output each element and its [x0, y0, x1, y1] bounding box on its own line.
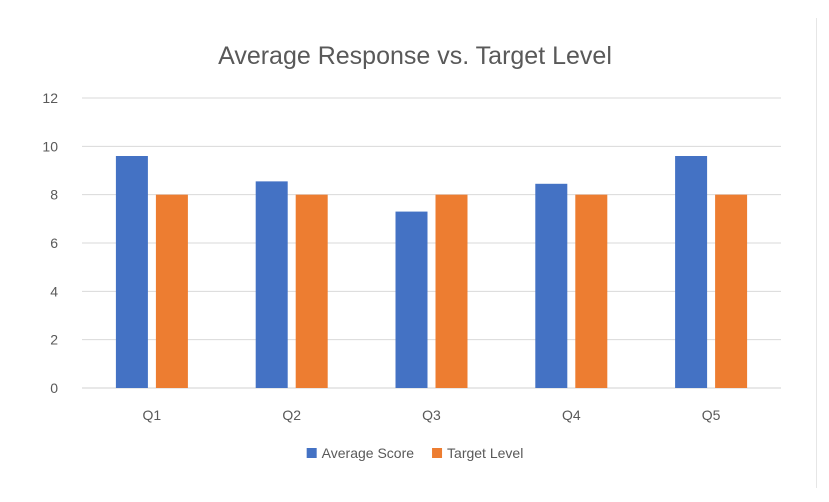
x-tick-label: Q5	[702, 407, 721, 423]
average-score-bar-q4	[535, 183, 568, 388]
x-tick-label: Q2	[282, 407, 301, 423]
bars	[115, 156, 748, 388]
x-tick-label: Q1	[143, 407, 162, 423]
target-level-bar-q5	[715, 194, 748, 388]
legend-label-target-level: Target Level	[447, 445, 523, 461]
average-score-bar-q2	[255, 181, 288, 388]
y-tick-label: 4	[50, 283, 58, 299]
target-level-bar-q4	[575, 194, 608, 388]
y-tick-label: 6	[50, 235, 58, 251]
legend-swatch-average-score	[306, 448, 317, 458]
gridlines	[82, 97, 781, 389]
y-tick-label: 2	[50, 332, 58, 348]
x-tick-label: Q4	[562, 407, 581, 423]
average-score-bar-q3	[395, 211, 428, 388]
y-axis-ticks: 0 2 4 6 8 10 12	[42, 90, 58, 396]
y-tick-label: 0	[50, 380, 58, 396]
chart-title: Average Response vs. Target Level	[218, 42, 612, 70]
chart-border-line	[816, 18, 817, 488]
average-score-bar-q5	[675, 156, 708, 388]
y-tick-label: 10	[42, 138, 58, 154]
target-level-bar-q2	[295, 194, 328, 388]
average-score-bar-q1	[115, 156, 148, 388]
legend: Average Score Target Level	[306, 445, 523, 461]
y-tick-label: 8	[50, 187, 58, 203]
x-tick-label: Q3	[422, 407, 441, 423]
y-tick-label: 12	[42, 90, 58, 106]
x-axis-ticks: Q1 Q2 Q3 Q4 Q5	[143, 407, 721, 423]
target-level-bar-q3	[435, 194, 468, 388]
target-level-bar-q1	[155, 194, 188, 388]
legend-swatch-target-level	[432, 448, 443, 458]
legend-label-average-score: Average Score	[322, 445, 415, 461]
